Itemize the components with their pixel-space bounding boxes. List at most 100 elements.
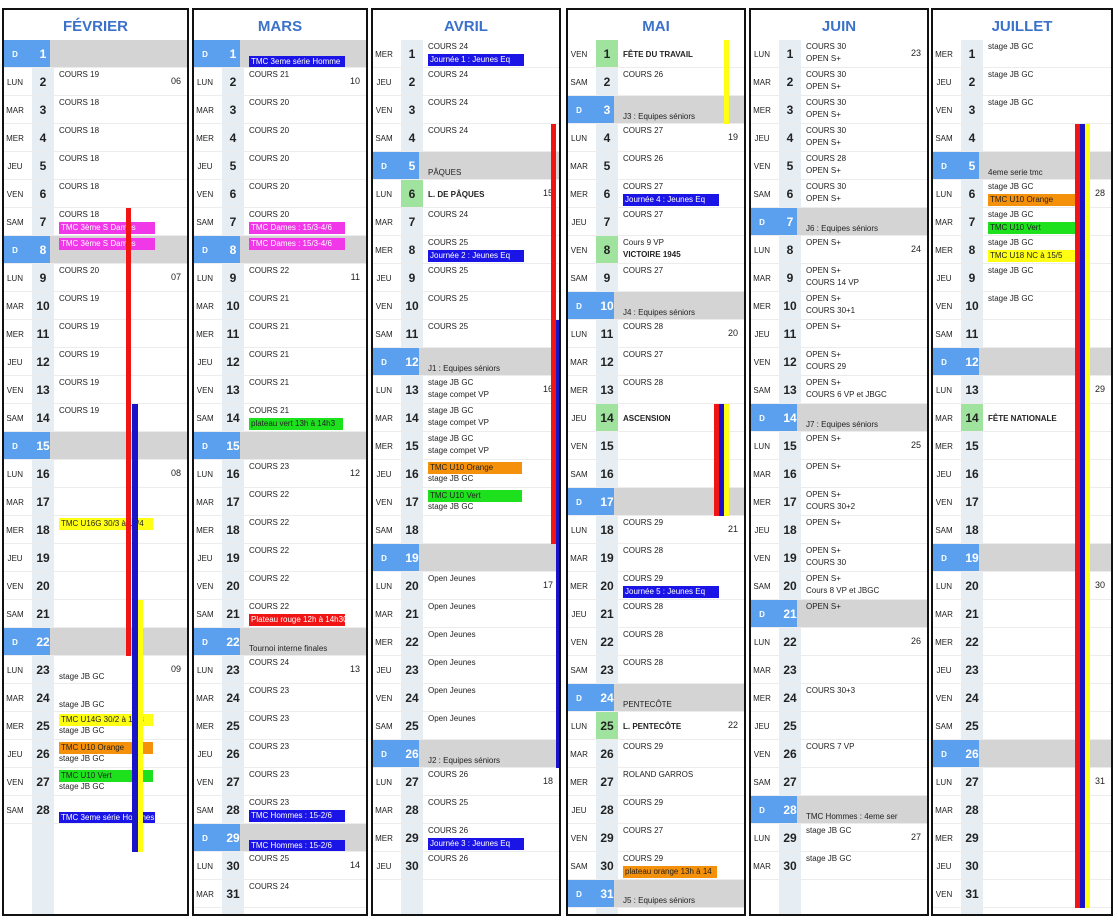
day-row[interactable]: MAR 12 COURS 27: [568, 348, 744, 376]
day-row[interactable]: D 15: [4, 432, 187, 460]
day-row[interactable]: D 31 J5 : Equipes séniors: [568, 880, 744, 908]
day-row[interactable]: VEN 27 COURS 23: [194, 768, 366, 796]
day-row[interactable]: VEN 24: [933, 684, 1111, 712]
day-row[interactable]: SAM 28 TMC 3eme série Hommes: [4, 796, 187, 824]
day-row[interactable]: MER 17 OPEN S+ COURS 30+2: [751, 488, 927, 516]
day-row[interactable]: MAR 2 COURS 30 OPEN S+: [751, 68, 927, 96]
day-row[interactable]: JEU 18 OPEN S+: [751, 516, 927, 544]
event-tag[interactable]: TMC U10 Vert: [428, 490, 522, 502]
day-row[interactable]: D 7 J6 : Equipes séniors: [751, 208, 927, 236]
day-row[interactable]: MER 13 COURS 28: [568, 376, 744, 404]
day-row[interactable]: MER 11 COURS 21: [194, 320, 366, 348]
event-tag[interactable]: TMC 3ème S Dames: [59, 238, 155, 250]
day-row[interactable]: SAM 21: [4, 600, 187, 628]
day-row[interactable]: D 15: [194, 432, 366, 460]
day-row[interactable]: LUN 23 09 stage JB GC: [4, 656, 187, 684]
day-row[interactable]: MAR 10 COURS 21: [194, 292, 366, 320]
day-row[interactable]: MAR 21 Open Jeunes: [373, 600, 559, 628]
day-row[interactable]: SAM 28 COURS 23 TMC Hommes : 15-2/6: [194, 796, 366, 824]
day-row[interactable]: D 28 TMC Hommes : 4eme ser: [751, 796, 927, 824]
day-row[interactable]: MAR 26 COURS 29: [568, 740, 744, 768]
day-row[interactable]: LUN 23 13 COURS 24: [194, 656, 366, 684]
day-row[interactable]: LUN 15 25 OPEN S+: [751, 432, 927, 460]
day-row[interactable]: VEN 13 COURS 21: [194, 376, 366, 404]
day-row[interactable]: VEN 17: [933, 488, 1111, 516]
day-row[interactable]: JEU 23: [933, 656, 1111, 684]
day-row[interactable]: JEU 16: [933, 460, 1111, 488]
day-row[interactable]: MER 10 OPEN S+ COURS 30+1: [751, 292, 927, 320]
event-tag[interactable]: Journée 4 : Jeunes Eq: [623, 194, 719, 206]
day-row[interactable]: SAM 30 COURS 29 plateau orange 13h à 14: [568, 852, 744, 880]
day-row[interactable]: JEU 21 COURS 28: [568, 600, 744, 628]
day-row[interactable]: JEU 28 COURS 29: [568, 796, 744, 824]
day-row[interactable]: MER 25 TMC U14G 30/2 à 15/3 stage JB GC: [4, 712, 187, 740]
day-row[interactable]: MER 25 COURS 23: [194, 712, 366, 740]
day-row[interactable]: JEU 2 COURS 24: [373, 68, 559, 96]
day-row[interactable]: MAR 23: [751, 656, 927, 684]
day-row[interactable]: MER 1 stage JB GC: [933, 40, 1111, 68]
day-row[interactable]: D 21 OPEN S+: [751, 600, 927, 628]
day-row[interactable]: D 24 PENTECÔTE: [568, 684, 744, 712]
event-tag[interactable]: TMC Dames : 15/3-4/6: [249, 222, 345, 234]
day-row[interactable]: VEN 12 OPEN S+ COURS 29: [751, 348, 927, 376]
day-row[interactable]: JEU 9 stage JB GC: [933, 264, 1111, 292]
day-row[interactable]: MAR 7 COURS 24: [373, 208, 559, 236]
day-row[interactable]: MER 3 COURS 30 OPEN S+: [751, 96, 927, 124]
day-row[interactable]: D 19: [373, 544, 559, 572]
day-row[interactable]: MER 22 Open Jeunes: [373, 628, 559, 656]
day-row[interactable]: MER 11 COURS 19: [4, 320, 187, 348]
day-row[interactable]: JEU 19: [4, 544, 187, 572]
day-row[interactable]: JEU 23 Open Jeunes: [373, 656, 559, 684]
event-tag[interactable]: Journée 3 : Jeunes Eq: [428, 838, 524, 850]
event-tag[interactable]: plateau vert 13h à 14h3: [249, 418, 343, 430]
day-row[interactable]: SAM 11: [933, 320, 1111, 348]
day-row[interactable]: D 5 PÂQUES: [373, 152, 559, 180]
day-row[interactable]: SAM 4 COURS 24: [373, 124, 559, 152]
day-row[interactable]: SAM 11 COURS 25: [373, 320, 559, 348]
day-row[interactable]: VEN 6 COURS 20: [194, 180, 366, 208]
event-tag[interactable]: plateau orange 13h à 14: [623, 866, 717, 878]
day-row[interactable]: LUN 9 11 COURS 22: [194, 264, 366, 292]
day-row[interactable]: VEN 10 COURS 25: [373, 292, 559, 320]
day-row[interactable]: LUN 13 16 stage JB GC stage compet VP: [373, 376, 559, 404]
day-row[interactable]: MER 20 COURS 29 Journée 5 : Jeunes Eq: [568, 572, 744, 600]
day-row[interactable]: D 22 Tournoi interne finales: [194, 628, 366, 656]
event-tag[interactable]: TMC 3eme série Homme: [249, 56, 345, 68]
day-row[interactable]: VEN 24 Open Jeunes: [373, 684, 559, 712]
day-row[interactable]: JEU 30 COURS 26: [373, 852, 559, 880]
day-row[interactable]: LUN 9 07 COURS 20: [4, 264, 187, 292]
day-row[interactable]: LUN 29 27 stage JB GC: [751, 824, 927, 852]
day-row[interactable]: JEU 9 COURS 25: [373, 264, 559, 292]
day-row[interactable]: SAM 9 COURS 27: [568, 264, 744, 292]
day-row[interactable]: SAM 14 COURS 21 plateau vert 13h à 14h3: [194, 404, 366, 432]
day-row[interactable]: MAR 17: [4, 488, 187, 516]
day-row[interactable]: MAR 24 COURS 23: [194, 684, 366, 712]
day-row[interactable]: SAM 14 COURS 19: [4, 404, 187, 432]
day-row[interactable]: MER 22: [933, 628, 1111, 656]
day-row[interactable]: D 29 TMC Hommes : 15-2/6: [194, 824, 366, 852]
day-row[interactable]: JEU 26 COURS 23: [194, 740, 366, 768]
day-row[interactable]: VEN 29 COURS 27: [568, 824, 744, 852]
event-tag[interactable]: TMC U10 Orange: [59, 742, 153, 754]
day-row[interactable]: LUN 20 17 Open Jeunes: [373, 572, 559, 600]
event-tag[interactable]: TMC U10 Vert: [988, 222, 1082, 234]
day-row[interactable]: LUN 13 29: [933, 376, 1111, 404]
day-row[interactable]: D 14 J7 : Equipes séniors: [751, 404, 927, 432]
day-row[interactable]: VEN 1 FÊTE DU TRAVAIL: [568, 40, 744, 68]
day-row[interactable]: LUN 8 24 OPEN S+: [751, 236, 927, 264]
day-row[interactable]: JEU 26 TMC U10 Orange stage JB GC: [4, 740, 187, 768]
day-row[interactable]: D 1 TMC 3eme série Homme: [194, 40, 366, 68]
event-tag[interactable]: TMC Hommes : 15-2/6: [249, 810, 345, 822]
day-row[interactable]: JEU 12 COURS 21: [194, 348, 366, 376]
day-row[interactable]: JEU 30: [933, 852, 1111, 880]
day-row[interactable]: VEN 6 COURS 18: [4, 180, 187, 208]
day-row[interactable]: LUN 11 20 COURS 28: [568, 320, 744, 348]
day-row[interactable]: VEN 19 OPEN S+ COURS 30: [751, 544, 927, 572]
day-row[interactable]: VEN 22 COURS 28: [568, 628, 744, 656]
day-row[interactable]: MAR 28 COURS 25: [373, 796, 559, 824]
day-row[interactable]: VEN 3 COURS 24: [373, 96, 559, 124]
day-row[interactable]: SAM 20 OPEN S+ Cours 8 VP et JBGC: [751, 572, 927, 600]
day-row[interactable]: LUN 25 22 L. PENTECÔTE: [568, 712, 744, 740]
day-row[interactable]: MER 8 COURS 25 Journée 2 : Jeunes Eq: [373, 236, 559, 264]
